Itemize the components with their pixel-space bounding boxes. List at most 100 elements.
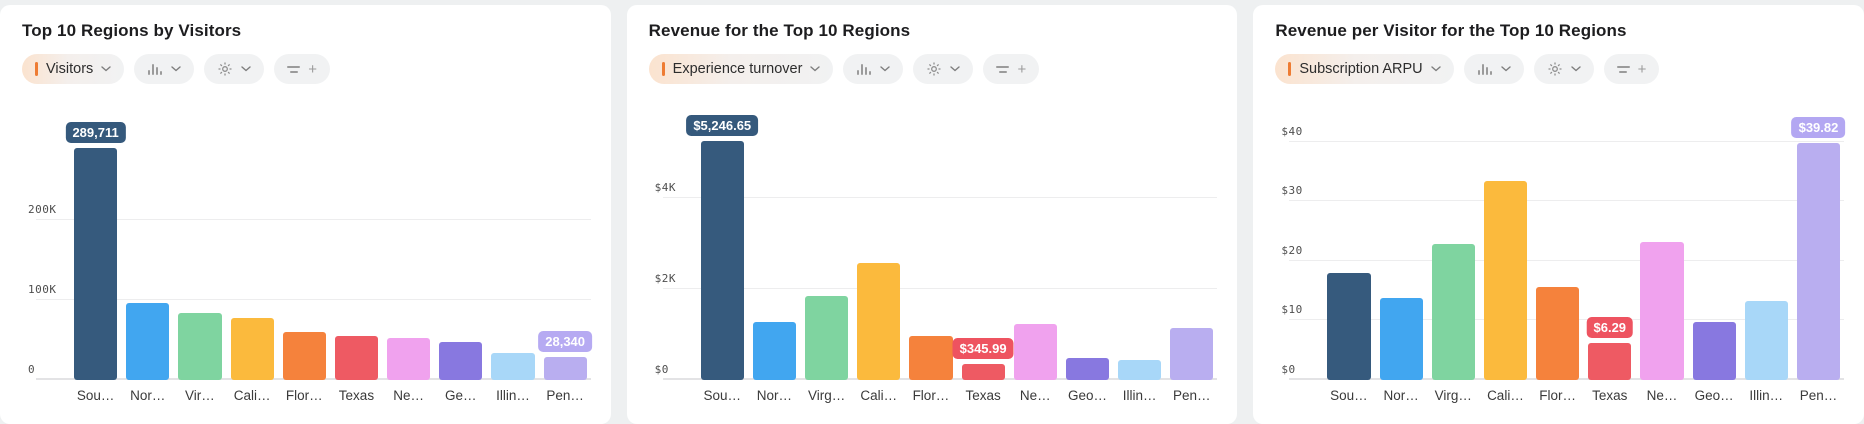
bar-Cali[interactable] xyxy=(1483,181,1528,380)
chevron-down-icon xyxy=(241,66,251,72)
gridline xyxy=(36,299,591,300)
bar-slot xyxy=(387,100,431,380)
x-axis-label: Ge… xyxy=(445,388,477,403)
chart-toolbar: Visitors + xyxy=(22,54,591,84)
bar-slot: $345.99 xyxy=(952,100,1014,380)
bar-slot xyxy=(230,100,274,380)
y-axis-tick-label: $0 xyxy=(654,363,669,376)
gridline xyxy=(1289,260,1845,261)
bar-Nor[interactable] xyxy=(1379,298,1423,380)
bar-slot: $6.29 xyxy=(1586,100,1634,380)
metric-dropdown[interactable]: Subscription ARPU xyxy=(1275,54,1454,84)
bar-Flor[interactable] xyxy=(1536,287,1580,380)
settings-dropdown[interactable] xyxy=(1533,54,1594,84)
bars: $5,246.65 $345.99 xyxy=(686,100,1214,380)
y-axis-tick-label: $30 xyxy=(1281,184,1303,197)
x-axis-label: Geo… xyxy=(1694,388,1734,403)
bar-Cali[interactable] xyxy=(857,263,901,380)
y-axis-tick-label: $40 xyxy=(1281,125,1303,138)
bar-Flor[interactable] xyxy=(282,332,326,380)
bar-Vir[interactable] xyxy=(178,313,222,380)
y-axis-tick-label: 0 xyxy=(28,363,36,376)
bar-Cali[interactable] xyxy=(230,318,274,380)
x-axis-label: Pen… xyxy=(1173,388,1211,403)
chevron-down-icon xyxy=(171,66,181,72)
bar-Flor[interactable] xyxy=(909,336,953,380)
chart-type-dropdown[interactable] xyxy=(134,54,195,84)
bar-Sou[interactable] xyxy=(700,141,744,380)
x-axis-label: Ne… xyxy=(393,388,424,403)
chevron-down-icon xyxy=(1430,66,1441,72)
filter-add-button[interactable]: + xyxy=(983,54,1040,84)
bar-slot xyxy=(752,100,797,380)
x-axis-label: Nor… xyxy=(756,388,793,403)
metric-dropdown[interactable]: Experience turnover xyxy=(648,54,834,84)
x-axis-label: Virg… xyxy=(807,388,846,403)
metric-dropdown[interactable]: Visitors xyxy=(22,54,125,84)
chevron-down-icon xyxy=(1570,66,1581,72)
bar-Texas[interactable] xyxy=(334,336,379,380)
plus-icon: + xyxy=(1637,60,1647,78)
settings-dropdown[interactable] xyxy=(204,54,265,84)
y-axis-tick-label: $20 xyxy=(1281,244,1303,257)
bar-slot xyxy=(1640,100,1684,380)
bar-Texas[interactable] xyxy=(1588,343,1632,380)
x-axis-label: Texas xyxy=(1592,388,1628,403)
x-axis-label: Cali… xyxy=(233,388,271,403)
bar-slot xyxy=(439,100,483,380)
x-axis-label: Texas xyxy=(338,388,375,403)
filter-add-button[interactable]: + xyxy=(274,54,331,84)
plus-icon: + xyxy=(1017,60,1027,78)
bar-Geo[interactable] xyxy=(1065,358,1110,380)
bar-Ne[interactable] xyxy=(387,338,431,380)
bar-Ne[interactable] xyxy=(1013,324,1057,380)
x-axis-label: Flor… xyxy=(1539,388,1576,403)
bar-slot xyxy=(1327,100,1371,380)
x-axis-labels: Sou… Nor… Vir… Cali… Flor… Texas Ne… Ge… Illin… P… xyxy=(74,388,587,403)
plus-icon: + xyxy=(308,60,318,78)
x-axis-label: Pen… xyxy=(546,388,584,403)
bar-Sou[interactable] xyxy=(1327,273,1371,380)
bar-slot xyxy=(805,100,849,380)
metric-color-marker-icon xyxy=(35,62,38,76)
bar-Pen[interactable] xyxy=(1796,143,1841,380)
bars: 289,711 28,340 xyxy=(65,100,593,380)
bar-Illin[interactable] xyxy=(491,353,535,380)
bar-Ge[interactable] xyxy=(439,342,483,380)
x-axis-label: Illin… xyxy=(1122,388,1157,403)
chart-card-revenue: Revenue for the Top 10 Regions Experienc… xyxy=(626,5,1238,424)
x-axis-label: Sou… xyxy=(76,388,115,403)
bar-Virg[interactable] xyxy=(1431,244,1475,380)
x-axis-labels: Sou… Nor… Virg… Cali… Flor… Texas Ne… Geo… Illin… xyxy=(1327,388,1840,403)
bar-slot: 289,711 xyxy=(65,100,126,380)
bar-Ne[interactable] xyxy=(1640,242,1684,380)
bar-Illin[interactable] xyxy=(1744,301,1788,380)
chart-type-dropdown[interactable] xyxy=(843,54,904,84)
bar-Pen[interactable] xyxy=(543,357,587,380)
chart-type-dropdown[interactable] xyxy=(1463,54,1524,84)
bar-Texas[interactable] xyxy=(961,364,1005,380)
chart-title: Top 10 Regions by Visitors xyxy=(22,21,242,40)
filter-add-button[interactable]: + xyxy=(1603,54,1660,84)
metric-label: Subscription ARPU xyxy=(1299,61,1423,77)
gridline xyxy=(662,197,1218,198)
x-axis-label: Sou… xyxy=(1330,388,1368,403)
bar-Virg[interactable] xyxy=(805,296,849,380)
bar-slot xyxy=(1431,100,1475,380)
x-axis-label: Illin… xyxy=(496,388,530,403)
x-axis-label: Ne… xyxy=(1019,388,1051,403)
settings-dropdown[interactable] xyxy=(913,54,974,84)
bar-Geo[interactable] xyxy=(1692,322,1736,380)
bar-Nor[interactable] xyxy=(752,322,797,380)
chart-card-revenue-per-visitor: Revenue per Visitor for the Top 10 Regio… xyxy=(1253,5,1864,424)
value-badge: 289,711 xyxy=(65,122,126,143)
bar-slot xyxy=(1536,100,1580,380)
filter-icon xyxy=(287,65,301,73)
bar-Illin[interactable] xyxy=(1118,360,1162,380)
bar-Nor[interactable] xyxy=(126,303,170,380)
bar-slot xyxy=(1170,100,1214,380)
x-axis-labels: Sou… Nor… Virg… Cali… Flor… Texas Ne… Geo… Illin… xyxy=(701,388,1214,403)
bar-Sou[interactable] xyxy=(74,148,118,380)
bar-Pen[interactable] xyxy=(1170,328,1214,380)
chevron-down-icon xyxy=(880,66,891,72)
